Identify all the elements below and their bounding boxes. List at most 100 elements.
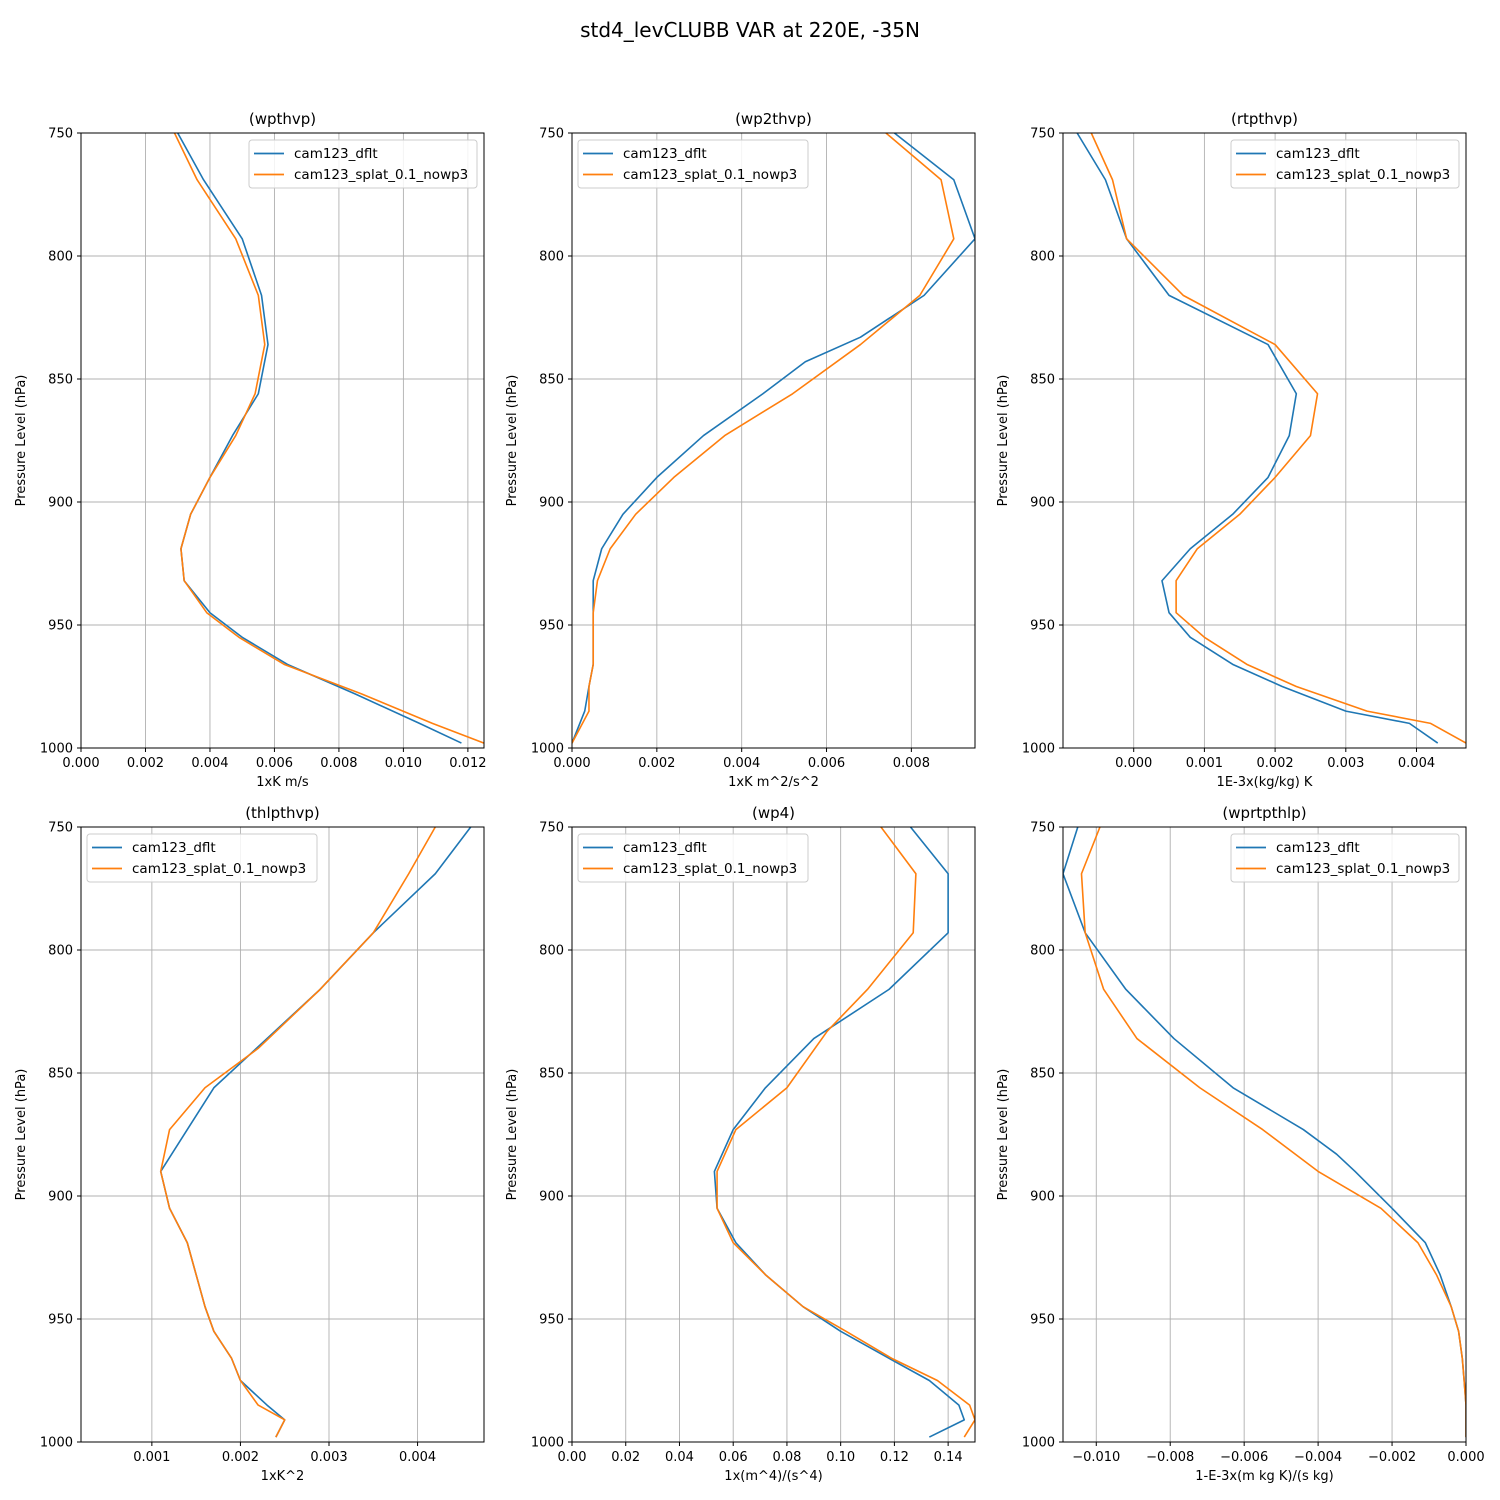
legend-box [1230, 139, 1460, 189]
x-tick-label: 0.012 [449, 756, 486, 771]
figure-suptitle: std4_levCLUBB VAR at 220E, -35N [580, 18, 920, 42]
subplot-0: 0.000 0.002 0.004 0.006 0.008 0.010 0.012 750 80… [14, 110, 486, 790]
legend-label: cam123_dflt [623, 840, 707, 856]
subplot-3: 0.001 0.002 0.003 0.004 750 800 850 900 950 1000 (… [14, 804, 485, 1484]
x-tick-label: 0.002 [1256, 756, 1293, 771]
y-tick-label: 750 [539, 127, 564, 142]
y-tick-label: 950 [48, 1313, 73, 1328]
y-tick-label: 850 [48, 373, 73, 388]
y-tick-label: 950 [539, 619, 564, 634]
x-tick-label: −0.004 [1294, 1450, 1342, 1465]
x-tick-label: 0.002 [638, 756, 675, 771]
y-tick-label: 1000 [40, 742, 73, 757]
legend: cam123_dflt cam123_splat_0.1_nowp3 [577, 139, 809, 189]
y-tick-label: 750 [48, 821, 73, 836]
y-tick-label: 900 [1030, 1190, 1055, 1205]
legend-label: cam123_splat_0.1_nowp3 [294, 167, 468, 183]
legend-label: cam123_dflt [623, 146, 707, 162]
x-tick-label: 0.02 [611, 1450, 640, 1465]
y-tick-label: 950 [48, 619, 73, 634]
x-tick-label: 0.002 [222, 1450, 259, 1465]
y-tick-label: 1000 [1022, 1436, 1055, 1451]
subplot-title: (wp4) [752, 804, 795, 822]
x-axis-label: 1xK m/s [256, 775, 309, 790]
legend-box [248, 139, 478, 189]
x-tick-label: 0.004 [399, 1450, 436, 1465]
y-tick-label: 1000 [531, 742, 564, 757]
x-tick-label: 0.004 [723, 756, 760, 771]
series-line-cam123_splat_0.1_nowp3 [1080, 827, 1466, 1438]
subplot-title: (rtpthvp) [1231, 110, 1298, 128]
subplot-title: (wp2thvp) [735, 110, 812, 128]
legend-label: cam123_splat_0.1_nowp3 [623, 167, 797, 183]
x-axis-label: 1-E-3x(m kg K)/(s kg) [1195, 1469, 1333, 1484]
x-tick-label: 0.006 [808, 756, 845, 771]
x-tick-label: 0.000 [1447, 1450, 1484, 1465]
y-tick-label: 950 [1030, 619, 1055, 634]
legend-box [577, 833, 809, 883]
y-tick-label: 800 [1030, 250, 1055, 265]
y-tick-label: 750 [48, 127, 73, 142]
x-tick-label: 0.003 [1327, 756, 1364, 771]
x-tick-label: 0.000 [1115, 756, 1152, 771]
axes-frame [1062, 132, 1467, 749]
subplot-2: 0.000 0.001 0.002 0.003 0.004 750 800 850 900 950… [996, 110, 1467, 790]
legend-box [1230, 833, 1460, 883]
x-tick-label: 0.010 [385, 756, 422, 771]
x-tick-label: −0.010 [1072, 1450, 1120, 1465]
x-axis-label: 1E-3x(kg/kg) K [1217, 775, 1313, 790]
y-tick-label: 1000 [40, 1436, 73, 1451]
x-tick-label: −0.002 [1368, 1450, 1416, 1465]
legend-label: cam123_dflt [132, 840, 216, 856]
legend-label: cam123_splat_0.1_nowp3 [132, 861, 306, 877]
x-tick-label: 0.08 [772, 1450, 801, 1465]
x-tick-label: −0.006 [1220, 1450, 1268, 1465]
y-axis-label: Pressure Level (hPa) [14, 1069, 29, 1201]
subplot-5: −0.010 −0.008 −0.006 −0.004 −0.002 0.000 750 80… [996, 804, 1485, 1484]
y-tick-label: 800 [48, 944, 73, 959]
y-tick-label: 900 [48, 1190, 73, 1205]
series-line-cam123_dflt [1076, 133, 1439, 744]
y-axis-label: Pressure Level (hPa) [505, 1069, 520, 1201]
y-tick-label: 850 [539, 373, 564, 388]
subplot-1: 0.000 0.002 0.004 0.006 0.008 750 800 850 900 950… [505, 110, 976, 790]
x-tick-label: 0.001 [1186, 756, 1223, 771]
series-line-cam123_splat_0.1_nowp3 [716, 827, 975, 1438]
legend-label: cam123_splat_0.1_nowp3 [623, 861, 797, 877]
y-tick-label: 900 [539, 1190, 564, 1205]
x-tick-label: 0.14 [934, 1450, 963, 1465]
legend: cam123_dflt cam123_splat_0.1_nowp3 [577, 833, 809, 883]
y-tick-label: 850 [539, 1067, 564, 1082]
x-tick-label: 0.10 [826, 1450, 855, 1465]
y-tick-label: 900 [48, 496, 73, 511]
x-tick-label: 0.000 [62, 756, 99, 771]
y-tick-label: 800 [1030, 944, 1055, 959]
x-tick-label: 0.001 [133, 1450, 170, 1465]
x-tick-label: 0.008 [320, 756, 357, 771]
y-tick-label: 800 [539, 250, 564, 265]
axes-frame [80, 132, 485, 749]
x-tick-label: 0.004 [191, 756, 228, 771]
axes-frame [80, 826, 485, 1443]
series-line-cam123_splat_0.1_nowp3 [173, 133, 484, 744]
y-tick-label: 900 [1030, 496, 1055, 511]
legend-label: cam123_splat_0.1_nowp3 [1276, 861, 1450, 877]
legend-label: cam123_splat_0.1_nowp3 [1276, 167, 1450, 183]
axes-frame [571, 132, 976, 749]
series-line-cam123_dflt [713, 827, 966, 1438]
x-tick-label: 0.006 [256, 756, 293, 771]
y-tick-label: 800 [539, 944, 564, 959]
x-tick-label: 0.008 [893, 756, 930, 771]
x-axis-label: 1xK m^2/s^2 [728, 775, 819, 790]
y-tick-label: 850 [1030, 1067, 1055, 1082]
series-line-cam123_splat_0.1_nowp3 [572, 133, 955, 744]
y-tick-label: 850 [1030, 373, 1055, 388]
x-tick-label: 0.04 [665, 1450, 694, 1465]
legend: cam123_dflt cam123_splat_0.1_nowp3 [86, 833, 318, 883]
y-tick-label: 950 [1030, 1313, 1055, 1328]
series-line-cam123_splat_0.1_nowp3 [1090, 133, 1466, 744]
x-tick-label: 0.002 [127, 756, 164, 771]
legend: cam123_dflt cam123_splat_0.1_nowp3 [1230, 833, 1460, 883]
